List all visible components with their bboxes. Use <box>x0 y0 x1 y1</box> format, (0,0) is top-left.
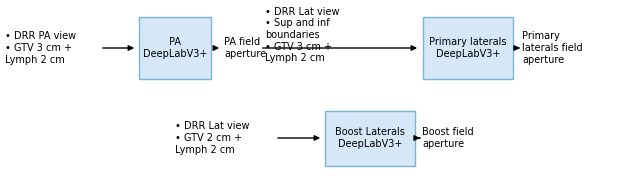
Text: • DRR Lat view
• GTV 2 cm +
Lymph 2 cm: • DRR Lat view • GTV 2 cm + Lymph 2 cm <box>175 121 250 155</box>
Text: PA field
aperture: PA field aperture <box>224 37 266 59</box>
Text: Boost Laterals
DeepLabV3+: Boost Laterals DeepLabV3+ <box>335 127 405 149</box>
Bar <box>423 17 513 79</box>
Bar <box>139 17 211 79</box>
Text: Boost field
aperture: Boost field aperture <box>422 127 474 149</box>
Text: • DRR PA view
• GTV 3 cm +
Lymph 2 cm: • DRR PA view • GTV 3 cm + Lymph 2 cm <box>5 31 76 65</box>
Text: Primary
laterals field
aperture: Primary laterals field aperture <box>522 31 582 65</box>
Text: Primary laterals
DeepLabV3+: Primary laterals DeepLabV3+ <box>429 37 507 59</box>
Text: • DRR Lat view
• Sup and inf
boundaries
• GTV 3 cm +
Lymph 2 cm: • DRR Lat view • Sup and inf boundaries … <box>265 7 339 63</box>
Bar <box>325 111 415 165</box>
Text: PA
DeepLabV3+: PA DeepLabV3+ <box>143 37 207 59</box>
